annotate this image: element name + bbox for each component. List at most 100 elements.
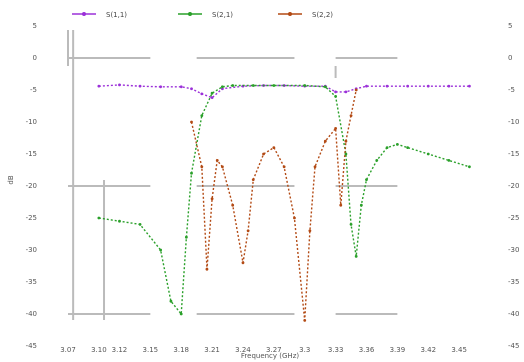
series-point-2 (220, 85, 224, 89)
legend-marker-3 (288, 12, 292, 16)
series-point-2 (354, 255, 358, 258)
series-point-2 (169, 299, 173, 303)
series-point-1 (138, 84, 142, 88)
series-point-3 (334, 126, 338, 130)
series-point-2 (210, 91, 214, 95)
x-tick-label: 3.12 (112, 346, 128, 354)
x-tick-label: 3.3 (299, 346, 310, 354)
series-point-2 (365, 178, 368, 182)
series-point-3 (303, 319, 307, 322)
series-point-1 (118, 83, 121, 87)
x-tick-label: 3.45 (451, 346, 467, 354)
series-point-2 (426, 152, 430, 156)
y-tick-label-left: -5 (30, 86, 37, 94)
series-point-1 (190, 87, 193, 91)
series-point-2 (179, 312, 183, 316)
series-point-1 (97, 84, 101, 88)
series-point-3 (349, 114, 353, 117)
series-point-1 (344, 90, 348, 94)
y-tick-label-right: -35 (508, 278, 519, 286)
series-point-2 (200, 114, 204, 117)
y-tick-label-left: 5 (33, 22, 37, 30)
series-line-3 (190, 89, 357, 321)
series-point-2 (118, 219, 121, 223)
series-point-3 (262, 152, 265, 156)
x-tick-label: 3.42 (420, 346, 436, 354)
series-point-3 (354, 88, 358, 92)
x-tick-label: 3.18 (173, 346, 189, 354)
series-point-1 (220, 87, 224, 91)
x-axis-label: Frequency (GHz) (241, 352, 299, 360)
series-point-3 (313, 165, 317, 169)
series-line-2 (98, 84, 470, 316)
series-point-2 (159, 248, 163, 252)
x-tick-label: 3.24 (235, 346, 251, 354)
series-layer (97, 83, 471, 322)
series-point-3 (220, 165, 224, 169)
y-tick-label-left: -40 (26, 310, 37, 318)
x-tick-label: 3.36 (359, 346, 375, 354)
y-tick-label-left: -10 (26, 118, 37, 126)
series-point-3 (231, 203, 235, 207)
legend-label-3: S(2,2) (312, 11, 333, 19)
y-tick-label-right: -40 (508, 310, 519, 318)
series-point-2 (385, 146, 389, 150)
y-tick-label-left: -45 (26, 342, 37, 350)
series-point-2 (272, 84, 276, 87)
axes: 3.07 3.10 3.12 3.15 3.18 3.21 3.24 3.27 3.3 3.33 3… (26, 22, 520, 354)
grid (67, 30, 398, 320)
series-point-1 (468, 84, 471, 88)
series-point-3 (246, 229, 250, 233)
legend-label-1: S(1,1) (106, 11, 127, 19)
x-tick-label: 3.21 (204, 346, 220, 354)
series-point-3 (241, 261, 245, 265)
series-point-1 (179, 85, 183, 89)
series-point-3 (293, 216, 296, 220)
series-point-2 (231, 84, 235, 87)
series-point-1 (210, 96, 214, 100)
series-point-3 (251, 178, 255, 182)
y-axis-label: dB (7, 175, 15, 184)
y-tick-label-left: -15 (26, 150, 37, 158)
series-point-1 (426, 84, 430, 88)
series-point-2 (349, 223, 353, 226)
y-tick-label-left: -25 (26, 214, 37, 222)
series-point-3 (200, 165, 204, 169)
series-point-3 (339, 203, 343, 207)
series-point-2 (359, 203, 363, 207)
series-point-3 (215, 159, 219, 162)
series-point-1 (385, 84, 389, 88)
series-point-2 (138, 223, 142, 226)
y-tick-label-right: 5 (508, 22, 512, 30)
series-point-3 (210, 197, 214, 201)
y-tick-label-left: 0 (33, 54, 37, 62)
y-tick-label-right: -30 (508, 246, 519, 254)
series-point-3 (272, 146, 276, 150)
series-point-1 (447, 84, 451, 88)
y-tick-label-right: 0 (508, 54, 512, 62)
series-point-2 (251, 84, 255, 87)
legend-label-2: S(2,1) (212, 11, 233, 19)
series-point-2 (184, 235, 188, 239)
series-point-2 (406, 146, 410, 150)
series-point-3 (344, 139, 348, 143)
x-tick-label: 3.15 (143, 346, 159, 354)
x-tick-label: 3.10 (91, 346, 107, 354)
y-tick-label-left: -35 (26, 278, 37, 286)
series-point-3 (205, 267, 209, 271)
x-tick-label: 3.33 (328, 346, 344, 354)
series-point-3 (323, 139, 327, 143)
x-tick-label: 3.39 (390, 346, 406, 354)
series-point-3 (308, 229, 312, 233)
y-tick-label-right: -25 (508, 214, 519, 222)
x-tick-label: 3.07 (60, 346, 76, 354)
series-point-2 (190, 171, 193, 175)
y-tick-label-right: -15 (508, 150, 519, 158)
series-point-2 (323, 85, 327, 89)
legend-marker-2 (188, 12, 192, 16)
series-point-2 (468, 165, 471, 169)
series-point-1 (365, 84, 368, 88)
series-point-2 (334, 95, 338, 98)
x-tick-label: 3.27 (266, 346, 282, 354)
